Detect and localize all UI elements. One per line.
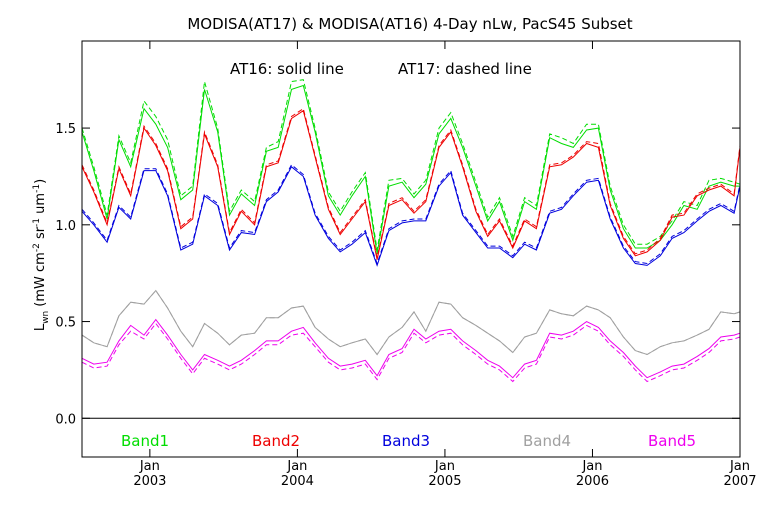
y-tick-label: 1.0	[55, 219, 76, 234]
band2-at17-dashed-line	[81, 107, 741, 258]
x-tick-year-label: 2007	[723, 474, 756, 489]
legend-band4: Band4	[523, 432, 571, 450]
plot-frame	[81, 40, 741, 458]
y-axis-label-part: wn	[41, 311, 51, 324]
band1-at17-dashed-line	[81, 79, 741, 251]
y-axis-label-part: L	[33, 323, 48, 331]
x-tick-year-label: 2003	[133, 474, 166, 489]
y-axis-label-part: )	[33, 179, 48, 184]
band3-at16-solid-line	[81, 166, 741, 267]
band4-at17-dashed-line	[81, 289, 741, 356]
band2-at16-solid-line	[81, 109, 741, 260]
legend-band5: Band5	[648, 432, 696, 450]
legend-band3: Band3	[382, 432, 430, 450]
band5-at16-solid-line	[81, 318, 741, 379]
y-axis-label-part: -1	[32, 184, 42, 193]
y-axis-label-part: um	[33, 193, 48, 218]
y-axis-label: Lwn (mW cm-2 sr-1 um-1)	[32, 179, 51, 331]
legend-band1: Band1	[121, 432, 169, 450]
x-tick-month-label: Jan	[434, 459, 455, 474]
plot-area: 0.00.51.01.5Jan2003Jan2004Jan2005Jan2006…	[55, 41, 757, 489]
annotation-dashed: AT17: dashed line	[398, 60, 532, 78]
x-tick-year-label: 2005	[428, 474, 461, 489]
y-axis-label-part: (mW cm	[33, 252, 48, 311]
x-tick-year-label: 2004	[281, 474, 314, 489]
band1-at16-solid-line	[81, 84, 740, 254]
y-tick-label: 0.0	[55, 412, 76, 427]
x-tick-month-label: Jan	[139, 459, 160, 474]
x-tick-year-label: 2006	[576, 474, 609, 489]
chart-title: MODISA(AT17) & MODISA(AT16) 4-Day nLw, P…	[187, 15, 632, 33]
y-tick-label: 1.5	[55, 122, 76, 137]
band5-at17-dashed-line	[81, 322, 741, 383]
annotation-solid: AT16: solid line	[230, 60, 344, 78]
y-axis-label-part: -2	[32, 243, 42, 252]
y-axis-label-part: sr	[33, 226, 48, 243]
y-axis-label-text: Lwn (mW cm-2 sr-1 um-1)	[32, 179, 51, 331]
legend-band2: Band2	[252, 432, 300, 450]
x-tick-month-label: Jan	[286, 459, 307, 474]
y-tick-label: 0.5	[55, 316, 76, 331]
x-tick-month-label: Jan	[581, 459, 602, 474]
y-axis-label-part: -1	[32, 218, 42, 227]
band4-at16-solid-line	[81, 289, 741, 356]
x-tick-month-label: Jan	[729, 459, 750, 474]
